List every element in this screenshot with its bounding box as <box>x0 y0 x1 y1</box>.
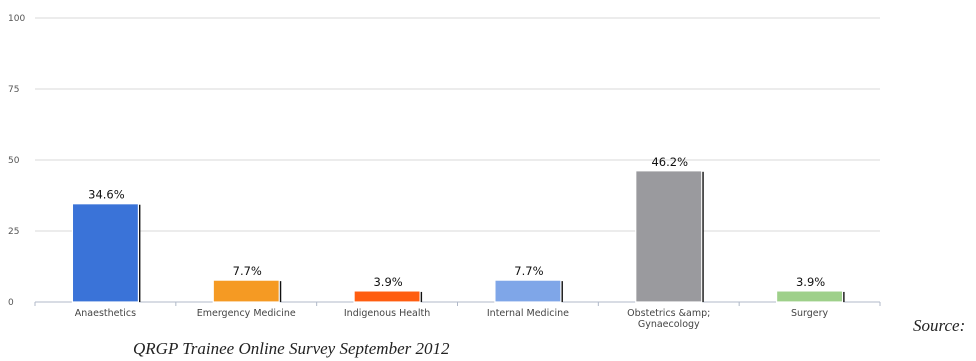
source-text: QRGP Trainee Online Survey September 201… <box>133 339 450 358</box>
y-tick-label: 0 <box>8 298 14 308</box>
y-tick-label: 50 <box>8 156 20 166</box>
bars <box>71 170 845 303</box>
data-label: 34.6% <box>88 188 125 202</box>
data-label: 7.7% <box>233 264 262 278</box>
category-label: Anaesthetics <box>75 308 136 319</box>
source-label: Source: <box>913 316 966 335</box>
category-labels: Anaesthetics Emergency Medicine Indigenous… <box>75 308 829 330</box>
category-label: Indigenous Health <box>344 308 430 319</box>
data-label: 3.9% <box>373 275 402 289</box>
data-label: 3.9% <box>796 275 825 289</box>
gridlines <box>34 17 881 306</box>
category-label: Internal Medicine <box>487 308 569 319</box>
y-tick-label: 100 <box>8 14 25 24</box>
category-label: Obstetrics &amp; <box>627 308 710 319</box>
data-label: 46.2% <box>651 155 688 169</box>
y-tick-label: 25 <box>8 227 19 237</box>
category-label: Gynaecology <box>638 319 700 330</box>
bar <box>353 290 421 303</box>
category-label: Emergency Medicine <box>197 308 296 319</box>
y-axis-ticks: 0 25 50 75 100 <box>8 14 25 308</box>
bar <box>494 279 562 303</box>
bar <box>212 279 280 303</box>
bar <box>635 170 703 303</box>
category-label: Surgery <box>791 308 829 319</box>
bar <box>775 290 844 303</box>
y-tick-label: 75 <box>8 85 19 95</box>
data-labels: 34.6% 7.7% 3.9% 7.7% 46.2% 3.9% <box>88 155 825 289</box>
bar <box>71 203 140 303</box>
data-label: 7.7% <box>514 264 543 278</box>
